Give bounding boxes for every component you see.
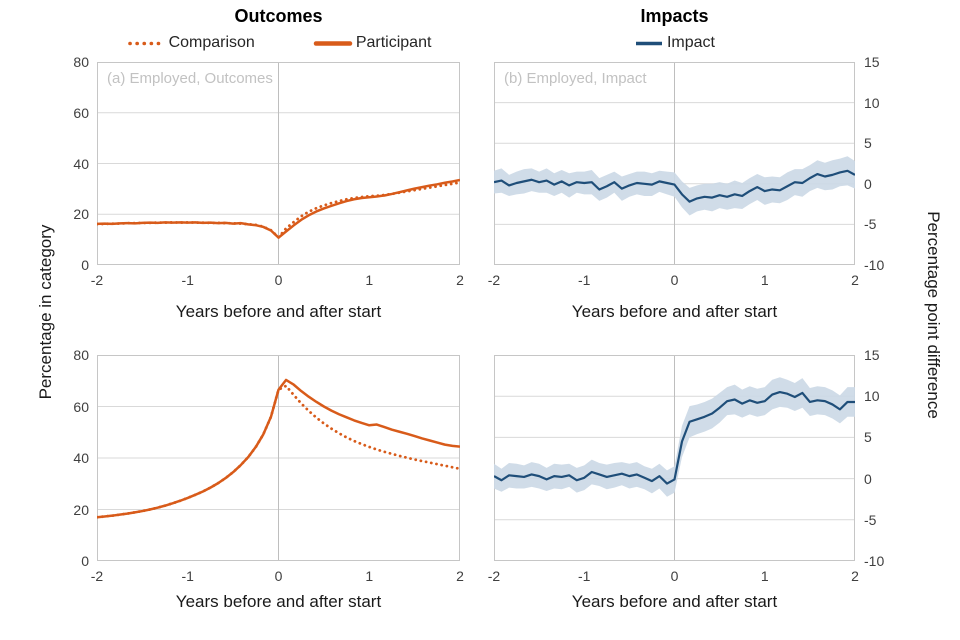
x-tick-label: 1 bbox=[760, 272, 769, 288]
plot-border bbox=[97, 355, 460, 561]
x-tick-label: 2 bbox=[456, 568, 464, 584]
x-tick-label: 1 bbox=[365, 568, 374, 584]
y-tick-label: -5 bbox=[864, 511, 877, 528]
x-tick-label: 2 bbox=[851, 272, 859, 288]
x-axis-title: Years before and after start bbox=[571, 302, 778, 321]
x-axis-title: Years before and after start bbox=[571, 592, 778, 611]
y-tick-label: 60 bbox=[73, 104, 89, 121]
x-axis-title: Years before and after start bbox=[175, 302, 382, 321]
y-tick-label: 20 bbox=[73, 206, 89, 223]
y-tick-label: 15 bbox=[864, 347, 880, 363]
y-tick-label: 60 bbox=[73, 398, 89, 415]
impact-legend: Impact bbox=[494, 34, 855, 52]
series-line-comparison bbox=[97, 384, 460, 519]
right-y-axis-title: Percentage point difference bbox=[924, 211, 943, 419]
y-tick-label: 0 bbox=[81, 553, 89, 569]
series-line-impact bbox=[494, 390, 855, 485]
plot-border bbox=[494, 355, 855, 561]
series-line-impact bbox=[494, 169, 855, 203]
x-tick-label: -2 bbox=[90, 272, 104, 288]
y-tick-label: -10 bbox=[864, 553, 885, 569]
panel-label: (a) Employed, Outcomes bbox=[107, 70, 273, 87]
legend-label-participant: Participant bbox=[355, 34, 432, 51]
legend-label-impact: Impact bbox=[666, 34, 715, 51]
y-tick-label: 10 bbox=[864, 388, 880, 405]
x-tick-label: 1 bbox=[760, 568, 769, 584]
x-tick-label: -2 bbox=[90, 568, 104, 584]
y-tick-label: 5 bbox=[864, 429, 872, 446]
x-tick-label: -2 bbox=[487, 568, 501, 584]
panel-label: (b) Employed, Impact bbox=[504, 70, 647, 87]
impact-solid-line-swatch bbox=[635, 41, 662, 45]
x-tick-label: 2 bbox=[851, 568, 859, 584]
x-tick-label: -1 bbox=[578, 568, 591, 584]
x-tick-label: 0 bbox=[274, 272, 283, 288]
left-y-axis-title: Percentage in category bbox=[36, 224, 55, 400]
panel-outcome2-impact: -10 -5 0 5 10 15 -2 -1 0 1 2 bbox=[488, 347, 884, 584]
confidence-band bbox=[494, 377, 855, 497]
x-tick-label: -1 bbox=[181, 272, 194, 288]
y-tick-label: 80 bbox=[73, 347, 89, 363]
x-tick-label: 1 bbox=[365, 272, 374, 288]
y-tick-label: 80 bbox=[73, 54, 89, 70]
y-tick-label: 0 bbox=[864, 470, 872, 487]
x-tick-label: -2 bbox=[487, 272, 501, 288]
y-tick-label: 15 bbox=[864, 54, 880, 70]
y-tick-label: 5 bbox=[864, 135, 872, 152]
y-tick-label: 20 bbox=[73, 501, 89, 518]
legend-label-comparison: Comparison bbox=[168, 34, 255, 51]
x-tick-label: 0 bbox=[670, 568, 679, 584]
y-tick-label: 40 bbox=[73, 155, 89, 172]
x-tick-label: 0 bbox=[670, 272, 679, 288]
x-tick-label: -1 bbox=[578, 272, 591, 288]
y-tick-label: 40 bbox=[73, 450, 89, 466]
panel-outcome2-outcomes: 0 20 40 60 80 -2 -1 0 1 2 bbox=[73, 347, 463, 584]
outcomes-column-title: Outcomes bbox=[234, 6, 323, 26]
x-axis-title: Years before and after start bbox=[175, 592, 382, 611]
employed-impact-plot bbox=[494, 62, 855, 265]
y-tick-label: 0 bbox=[864, 175, 872, 192]
legend-item-participant: Participant bbox=[313, 34, 432, 52]
y-tick-label: -10 bbox=[864, 257, 885, 273]
y-tick-label: 10 bbox=[864, 94, 880, 111]
plot-border bbox=[97, 62, 460, 265]
panel-employed-impact: (b) Employed, Impact -10 -5 0 5 10 15 -2 -1 0 1 2 bbox=[488, 54, 884, 288]
outcomes-legend: Comparison Participant bbox=[97, 34, 460, 52]
participant-solid-line-swatch bbox=[313, 40, 353, 46]
x-tick-label: 0 bbox=[274, 568, 283, 584]
series-line-participant bbox=[97, 378, 460, 519]
y-tick-label: 0 bbox=[81, 257, 89, 273]
legend-item-comparison: Comparison bbox=[126, 34, 255, 52]
panel-employed-outcomes: (a) Employed, Outcomes 0 20 40 60 80 -2 -1 0 1 2 bbox=[73, 54, 463, 288]
impacts-column-title: Impacts bbox=[640, 6, 709, 26]
comparison-dotted-line-swatch bbox=[127, 41, 166, 45]
x-tick-label: 2 bbox=[456, 272, 464, 288]
legend-item-impact: Impact bbox=[634, 34, 715, 52]
x-tick-label: -1 bbox=[181, 568, 194, 584]
series-line-participant bbox=[97, 178, 460, 239]
employed-outcomes-plot bbox=[97, 62, 460, 265]
y-tick-label: -5 bbox=[864, 216, 877, 233]
outcome2-impact-plot bbox=[494, 355, 855, 561]
outcome2-outcomes-plot bbox=[97, 355, 460, 561]
